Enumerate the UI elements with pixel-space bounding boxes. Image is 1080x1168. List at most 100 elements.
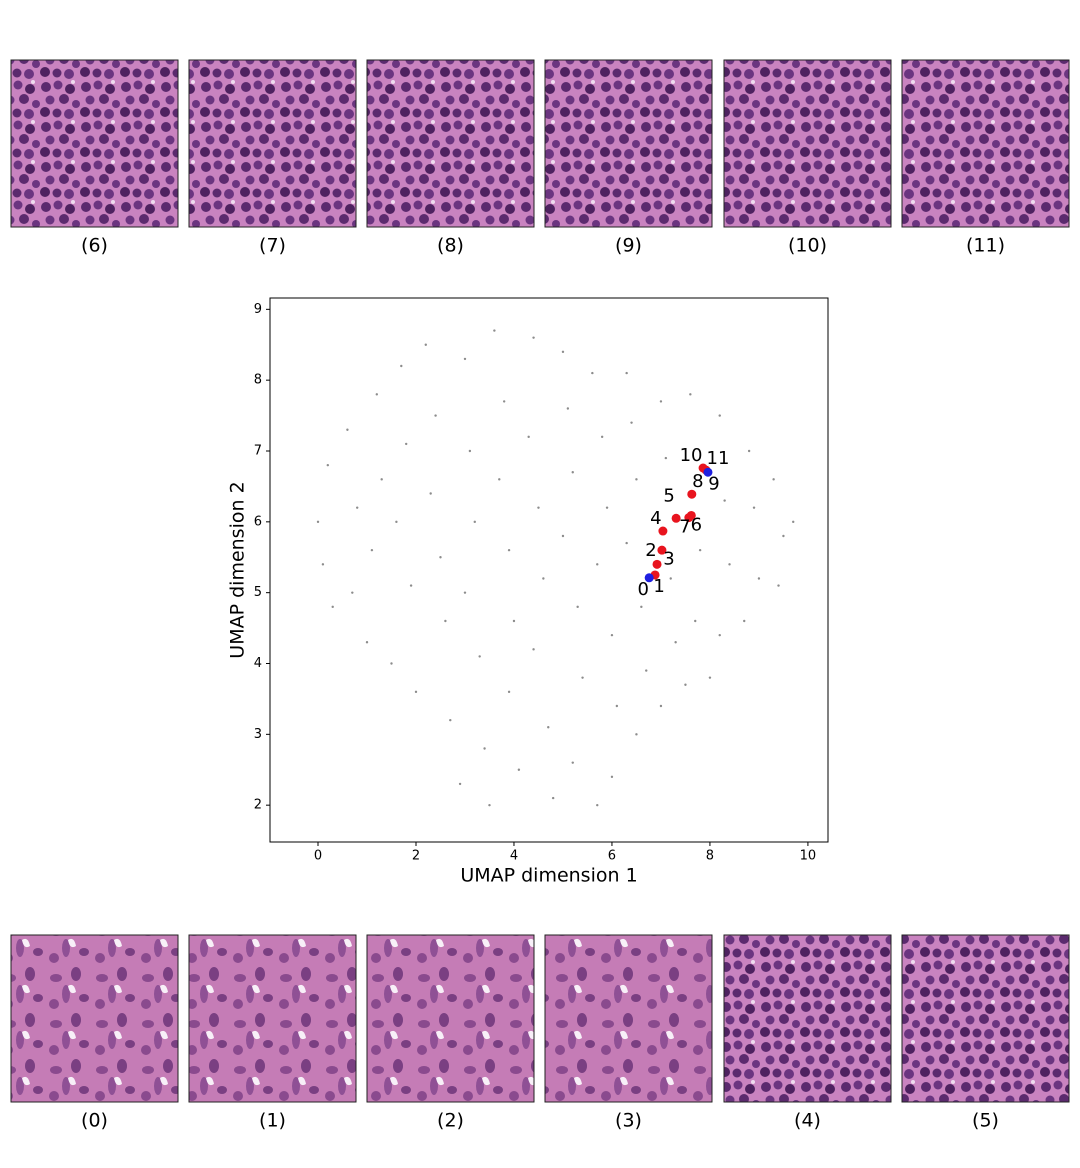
background-point xyxy=(674,641,677,644)
point-label: 2 xyxy=(645,540,656,561)
bottom-tiles: (0) (1) (2) (3) (4) (5) xyxy=(10,934,1070,1132)
background-point xyxy=(434,414,437,417)
path-point xyxy=(652,559,662,569)
point-label: 3 xyxy=(663,548,674,569)
point-label: 1 xyxy=(653,576,664,597)
background-point xyxy=(723,499,726,502)
background-point xyxy=(351,591,354,594)
tile-image xyxy=(901,59,1070,228)
tile-caption: (4) xyxy=(794,1110,821,1132)
background-point xyxy=(365,641,369,644)
background-point xyxy=(404,442,408,446)
top-tiles: (6) (7) (8) (9) (10) (11) xyxy=(10,59,1070,257)
background-point xyxy=(718,414,721,417)
background-point xyxy=(424,343,427,346)
background-point xyxy=(772,478,775,481)
tile-caption: (10) xyxy=(788,235,827,257)
y-tick-label: 8 xyxy=(254,373,262,388)
background-point xyxy=(743,619,746,623)
background-point xyxy=(659,704,663,708)
tile-caption: (6) xyxy=(81,235,108,257)
background-point xyxy=(493,329,496,332)
tile-caption: (2) xyxy=(437,1110,464,1132)
background-point xyxy=(532,336,535,339)
background-point xyxy=(571,761,574,764)
y-tick-label: 3 xyxy=(254,727,262,742)
background-point xyxy=(488,803,491,807)
background-point xyxy=(566,407,570,410)
background-point xyxy=(728,563,731,566)
background-point xyxy=(625,371,628,375)
background-point xyxy=(561,350,565,354)
background-point xyxy=(478,655,481,658)
background-point xyxy=(547,726,550,729)
background-point xyxy=(782,534,785,538)
background-point xyxy=(517,768,521,771)
background-point xyxy=(581,676,584,679)
background-point xyxy=(576,605,579,609)
background-point xyxy=(429,492,432,495)
path-point xyxy=(658,526,668,536)
background-point xyxy=(591,371,594,375)
path-point xyxy=(684,513,694,523)
background-point xyxy=(777,584,780,587)
tile-image xyxy=(188,59,357,228)
y-tick-label: 5 xyxy=(254,585,262,600)
background-point xyxy=(625,541,628,545)
background-point xyxy=(502,400,506,403)
background-point xyxy=(630,421,633,424)
tile-caption: (1) xyxy=(259,1110,286,1132)
tile-caption: (7) xyxy=(259,235,286,257)
x-axis-label: UMAP dimension 1 xyxy=(460,865,637,887)
x-tick-label: 10 xyxy=(800,849,817,864)
tile-image xyxy=(544,934,713,1103)
tile-image xyxy=(723,59,892,228)
tile-image xyxy=(10,59,179,228)
background-point xyxy=(635,478,638,481)
tile-caption: (8) xyxy=(437,235,464,257)
path-point xyxy=(657,545,667,555)
background-point xyxy=(664,456,668,460)
background-point xyxy=(571,471,574,474)
background-point xyxy=(532,648,535,651)
background-point xyxy=(645,669,648,672)
x-tick-label: 0 xyxy=(314,849,322,864)
background-point xyxy=(527,435,530,439)
point-label: 9 xyxy=(708,473,719,494)
point-label: 7 xyxy=(679,517,690,538)
background-point xyxy=(409,584,413,587)
background-point xyxy=(414,690,418,694)
background-point xyxy=(537,506,540,509)
point-label: 5 xyxy=(663,485,674,506)
y-tick-label: 4 xyxy=(254,656,262,671)
background-point xyxy=(439,556,442,559)
y-tick-label: 9 xyxy=(254,302,262,317)
background-point xyxy=(483,747,486,750)
background-point xyxy=(792,520,795,524)
background-point xyxy=(694,619,697,623)
background-point xyxy=(444,619,447,623)
tile-image xyxy=(10,934,179,1103)
background-point xyxy=(346,428,349,431)
background-point xyxy=(605,506,609,509)
path-point xyxy=(671,513,681,523)
background-point xyxy=(669,577,672,580)
background-point xyxy=(468,449,472,453)
background-point xyxy=(718,633,721,637)
y-tick-label: 6 xyxy=(254,514,262,529)
background-point xyxy=(698,548,702,552)
y-tick-label: 7 xyxy=(254,444,262,459)
tile-caption: (9) xyxy=(615,235,642,257)
tile-caption: (3) xyxy=(615,1110,642,1132)
background-point xyxy=(507,690,511,694)
background-point xyxy=(542,577,545,580)
background-point xyxy=(600,435,604,439)
background-point xyxy=(326,463,330,467)
point-label: 10 xyxy=(680,445,703,466)
plot-frame xyxy=(269,297,829,843)
tile-image xyxy=(544,59,713,228)
background-point xyxy=(752,506,756,509)
background-point xyxy=(596,563,599,566)
background-point xyxy=(747,449,751,453)
background-point xyxy=(463,357,467,361)
